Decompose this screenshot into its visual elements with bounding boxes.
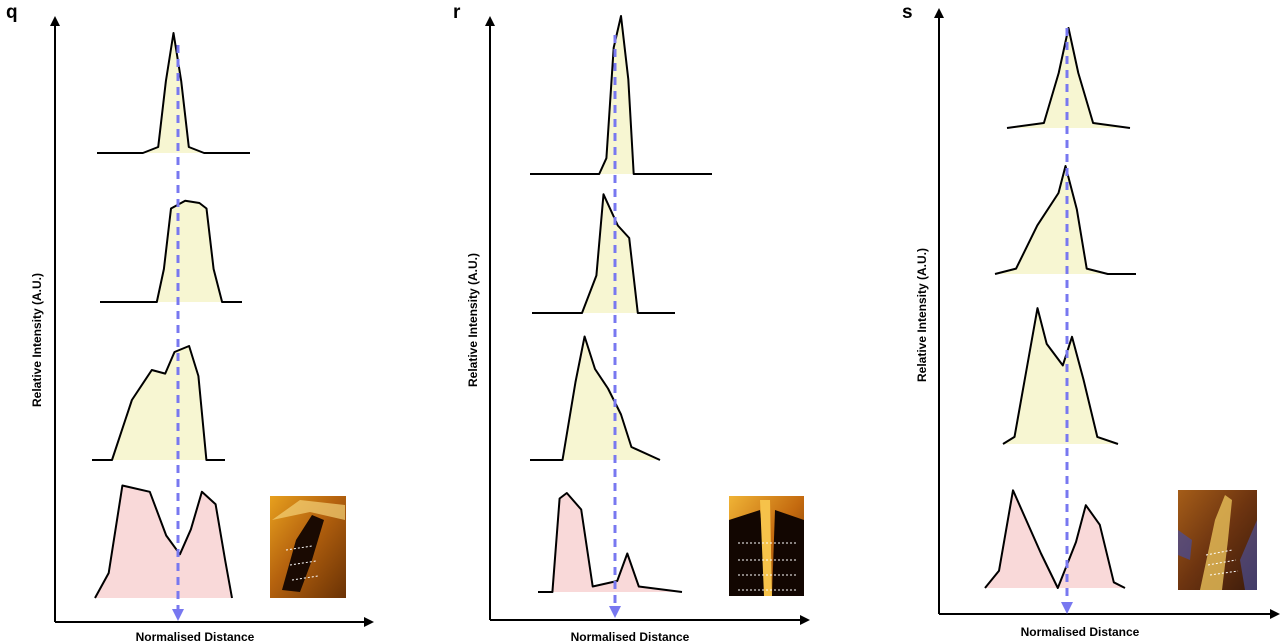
profile-line-q-4 — [94, 484, 233, 599]
profile-fill-r-1 — [530, 16, 712, 174]
profile-fill-r-3 — [530, 336, 660, 460]
profile-line-r-2 — [532, 193, 675, 314]
inset-image-s — [1178, 490, 1257, 590]
panel-label-q: q — [6, 2, 18, 23]
x-axis-label-s: Normalised Distance — [1020, 625, 1140, 639]
inset-image-q — [270, 496, 346, 598]
profile-line-q-3 — [92, 345, 225, 461]
profile-fill-r-2 — [532, 194, 675, 313]
inset-image-r — [729, 496, 804, 596]
profile-fill-q-2 — [100, 200, 242, 302]
profile-line-s-2 — [994, 165, 1136, 275]
profile-fill-s-2 — [995, 166, 1136, 274]
profile-fill-q-4 — [95, 485, 232, 598]
profile-line-r-4 — [538, 492, 683, 593]
profile-line-r-1 — [530, 15, 712, 175]
panel-label-r: r — [453, 2, 461, 23]
profile-fill-s-3 — [1003, 308, 1118, 444]
profile-line-r-3 — [530, 335, 661, 461]
profile-fill-q-3 — [92, 346, 225, 460]
x-axis-label-r: Normalised Distance — [570, 630, 690, 644]
profiles-layer — [92, 15, 1136, 621]
profile-line-s-3 — [1002, 307, 1119, 445]
profile-fill-r-4 — [538, 493, 682, 592]
profile-fill-s-4 — [985, 490, 1125, 588]
profile-fill-q-1 — [97, 33, 250, 153]
panel-label-s: s — [902, 2, 913, 23]
profile-line-q-1 — [97, 32, 250, 154]
x-axis-label-q: Normalised Distance — [135, 630, 255, 644]
profile-line-q-2 — [100, 199, 242, 303]
